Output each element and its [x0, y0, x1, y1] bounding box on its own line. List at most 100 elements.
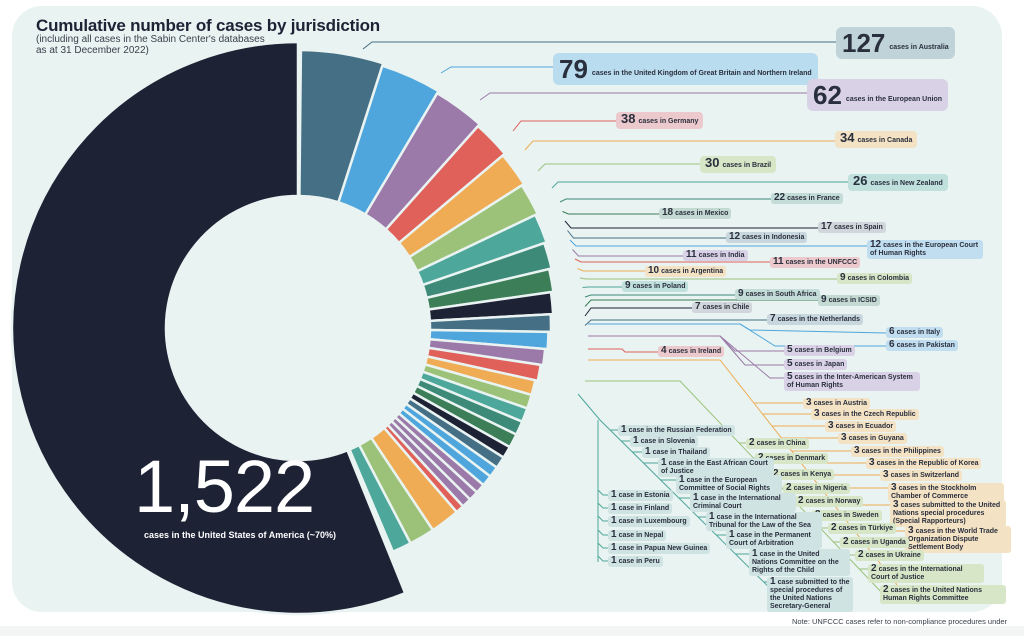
jurisdiction-name: case in Nepal: [618, 532, 664, 539]
jurisdiction-label: 3 cases in Austria: [803, 398, 870, 409]
jurisdiction-name: cases in Canada: [857, 137, 913, 144]
case-count: 9: [821, 294, 827, 305]
jurisdiction-name: cases in France: [787, 195, 840, 202]
leader-line: [719, 335, 784, 379]
case-count: 1: [770, 576, 776, 587]
case-count: 3: [891, 482, 897, 493]
case-count: 127: [842, 28, 886, 58]
jurisdiction-label: 1 case in the Russian Federation: [618, 425, 735, 436]
jurisdiction-name: cases in Switzerland: [890, 472, 960, 479]
jurisdiction-name: cases in Pakistan: [896, 342, 955, 349]
jurisdiction-label: 79 cases in the United Kingdom of Great B…: [553, 53, 818, 85]
jurisdiction-name: cases in Uganda: [850, 539, 906, 546]
case-count: 26: [853, 173, 868, 188]
jurisdiction-name: case in the International Criminal Court: [693, 495, 781, 510]
case-count: 1: [611, 489, 617, 500]
jurisdiction-name: case in the Permanent Court of Arbitrati…: [729, 532, 811, 547]
case-count: 1: [709, 511, 715, 522]
jurisdiction-name: cases in Austria: [813, 400, 867, 407]
jurisdiction-label: 2 cases in China: [746, 438, 809, 449]
jurisdiction-name: cases in Norway: [805, 498, 861, 505]
jurisdiction-name: cases in Germany: [638, 118, 699, 125]
jurisdiction-name: cases in Mexico: [675, 210, 729, 217]
case-count: 5: [787, 344, 793, 355]
jurisdiction-label: 12 cases in the European Court of Human R…: [867, 240, 983, 259]
jurisdiction-name: cases in South Africa: [745, 291, 817, 298]
jurisdiction-name: cases in the Czech Republic: [821, 411, 916, 418]
case-count: 3: [893, 499, 899, 510]
leader-line: [559, 198, 771, 203]
leader-line: [574, 258, 770, 263]
jurisdiction-label: 17 cases in Spain: [818, 222, 886, 233]
jurisdiction-name: cases in the Stockholm Chamber of Commer…: [891, 485, 977, 500]
footer-strip: [0, 626, 1024, 636]
chart-subtitle: (including all cases in the Sabin Center…: [36, 34, 265, 56]
jurisdiction-label: 3 cases in the Philippines: [851, 446, 944, 457]
jurisdiction-name: cases in ICSID: [828, 297, 877, 304]
case-count: 79: [559, 54, 588, 84]
leader-line: [588, 323, 887, 334]
jurisdiction-label: 3 cases in Guyana: [838, 433, 907, 444]
case-count: 3: [854, 445, 860, 456]
case-count: 1: [693, 492, 699, 503]
jurisdiction-label: 2 cases in Uganda: [840, 537, 909, 548]
case-count: 2: [883, 584, 889, 595]
leader-line: [567, 230, 726, 239]
jurisdiction-label: 5 cases in the Inter-American System of H…: [784, 372, 920, 391]
leader-line: [597, 542, 608, 549]
jurisdiction-name: cases in Kenya: [780, 471, 832, 478]
jurisdiction-label: 3 cases submitted to the United Nations s…: [890, 500, 1006, 527]
jurisdiction-label: 1 case in the United Nations Committee on…: [749, 549, 850, 576]
case-count: 12: [870, 239, 882, 250]
jurisdiction-name: cases in Australia: [889, 44, 949, 51]
usa-value: 1,522: [134, 445, 315, 528]
chart-title: Cumulative number of cases by jurisdicti…: [36, 16, 380, 35]
jurisdiction-name: case in Luxembourg: [618, 518, 687, 525]
leader-line: [512, 120, 616, 132]
case-count: 2: [831, 522, 837, 533]
jurisdiction-name: cases in Brazil: [722, 162, 772, 169]
case-count: 38: [621, 111, 636, 126]
leader-line: [597, 529, 608, 536]
case-count: 9: [738, 288, 744, 299]
case-count: 1: [752, 548, 758, 559]
case-count: 6: [889, 326, 895, 337]
leader-line: [572, 249, 683, 257]
jurisdiction-label: 2 cases in Kenya: [770, 469, 835, 480]
jurisdiction-label: 7 cases in Chile: [692, 302, 753, 313]
jurisdiction-name: case in Papua New Guinea: [618, 545, 708, 552]
case-count: 2: [758, 452, 764, 463]
slice-united-states: [10, 40, 407, 616]
jurisdiction-name: cases in Belgium: [794, 347, 852, 354]
jurisdiction-label: 12 cases in Indonesia: [726, 231, 808, 243]
leader-line: [588, 348, 658, 353]
case-count: 1: [611, 542, 617, 553]
jurisdiction-name: case in Slovenia: [640, 438, 696, 445]
jurisdiction-label: 3 cases in the World Trade Organization D…: [905, 526, 1011, 553]
jurisdiction-name: cases in Nigeria: [793, 485, 847, 492]
jurisdiction-name: cases in Ecuador: [835, 423, 894, 430]
case-count: 9: [840, 272, 846, 283]
jurisdiction-name: cases in Italy: [896, 329, 941, 336]
jurisdiction-name: case in the European Committee of Social…: [679, 477, 771, 492]
jurisdiction-name: case in the Russian Federation: [628, 427, 732, 434]
leader-line: [582, 286, 622, 288]
leader-line: [584, 307, 692, 317]
jurisdiction-name: cases in the World Trade Organization Di…: [908, 528, 998, 551]
jurisdiction-name: cases in Guyana: [848, 435, 904, 442]
jurisdiction-name: cases in the Inter-American System of Hu…: [787, 374, 913, 389]
jurisdiction-label: 22 cases in France: [771, 193, 843, 204]
case-count: 18: [662, 207, 674, 218]
jurisdiction-name: cases in the Republic of Korea: [876, 460, 979, 467]
jurisdiction-name: cases in the United Nations Human Rights…: [883, 587, 982, 602]
jurisdiction-label: 3 cases in Switzerland: [880, 470, 963, 481]
jurisdiction-name: case in Thailand: [652, 449, 708, 456]
case-count: 2: [786, 482, 792, 493]
case-count: 12: [729, 231, 741, 242]
case-count: 1: [679, 474, 685, 485]
jurisdiction-label: 1 case in Nepal: [608, 530, 667, 541]
jurisdiction-name: case in Peru: [618, 558, 660, 565]
leader-line: [564, 220, 818, 229]
jurisdiction-name: cases in Denmark: [765, 455, 826, 462]
